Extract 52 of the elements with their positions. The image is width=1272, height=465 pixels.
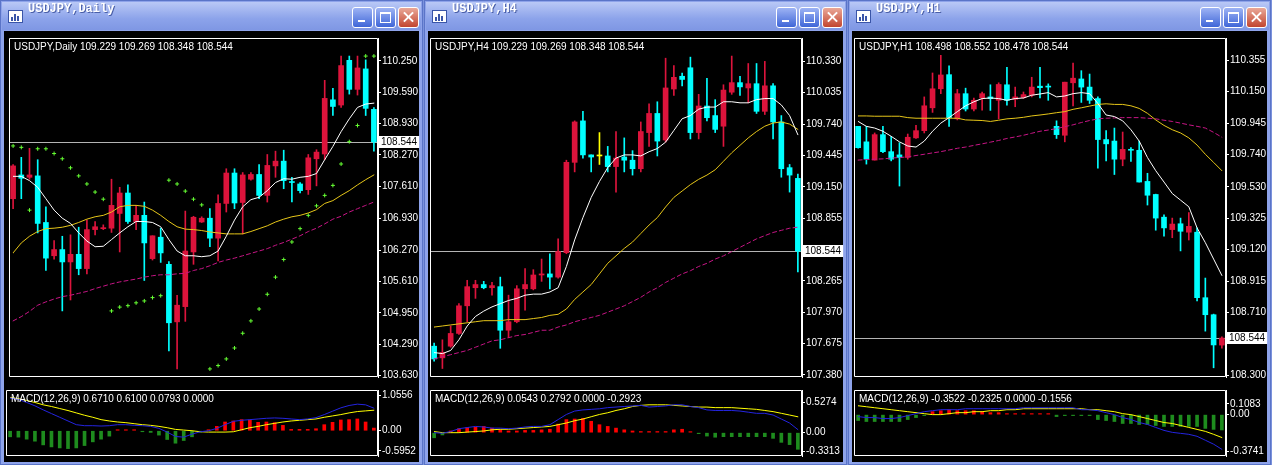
y-tick-label: 109.740 — [806, 117, 843, 129]
annotation: USDJPY,H1 108.498 108.552 108.478 108.544 — [859, 40, 1069, 52]
y-tick-label: 108.265 — [806, 274, 843, 286]
y-tick-label: 106.930 — [382, 212, 419, 224]
y-tick-label: 109.590 — [382, 85, 419, 97]
y-tick-label: 105.610 — [382, 275, 419, 287]
y-tick-label: 108.710 — [1230, 306, 1267, 318]
y-tick-label: 108.300 — [1230, 369, 1267, 381]
y-tick-label: 109.530 — [1230, 180, 1267, 192]
y-tick-label: -0.3313 — [806, 445, 841, 457]
y-tick-label: 109.740 — [1230, 148, 1267, 160]
y-tick-label: 109.120 — [1230, 243, 1267, 255]
ref-line-label: 108.544 — [381, 136, 418, 148]
y-tick-label: 108.855 — [806, 211, 843, 223]
y-tick-label: 109.150 — [806, 180, 843, 192]
y-tick-label: 107.610 — [382, 180, 419, 192]
chart-title: USDJPY,H4 — [452, 2, 517, 16]
y-tick-label: 109.945 — [1230, 116, 1267, 128]
annotation: USDJPY,H4 109.229 109.269 108.348 108.544 — [435, 40, 645, 52]
chart-title: USDJPY,Daily — [28, 2, 115, 16]
y-tick-label: 1.0556 — [382, 388, 414, 400]
chart-title: MACD(12,26,9) 0.6710 0.6100 0.0793 0.0000 — [11, 392, 215, 404]
y-tick-label: 108.930 — [382, 117, 419, 129]
y-tick-label: 103.630 — [382, 369, 419, 381]
y-tick-label: 0.1083 — [1230, 397, 1262, 409]
chart-title: MACD(12,26,9) -0.3522 -0.2325 0.0000 -0.1556 — [859, 392, 1073, 404]
ref-line-label: 108.544 — [805, 245, 842, 257]
y-tick-label: 107.380 — [806, 368, 843, 380]
y-tick-label: -0.5952 — [382, 444, 417, 456]
y-tick-label: 110.250 — [382, 54, 418, 66]
ref-line-label: 108.544 — [1229, 332, 1266, 344]
y-tick-label: 106.270 — [382, 243, 419, 255]
y-tick-label: 110.355 — [1230, 53, 1266, 65]
y-tick-label: 107.675 — [806, 337, 843, 349]
y-tick-label: 109.445 — [806, 149, 843, 161]
y-tick-label: 0.5274 — [806, 396, 838, 408]
y-tick-label: 107.970 — [806, 305, 843, 317]
y-tick-label: 110.330 — [806, 55, 842, 67]
y-tick-label: 110.035 — [806, 86, 842, 98]
y-tick-label: 108.270 — [382, 148, 419, 160]
y-tick-label: 0.00 — [1230, 408, 1250, 420]
y-tick-label: 109.325 — [1230, 211, 1267, 223]
annotation: USDJPY,Daily 109.229 109.269 108.348 108.544 — [14, 40, 234, 52]
y-tick-label: 0.00 — [382, 424, 402, 436]
y-tick-label: 104.290 — [382, 337, 419, 349]
chart-title: MACD(12,26,9) 0.0543 0.2792 0.0000 -0.2923 — [435, 392, 642, 404]
y-tick-label: 110.150 — [1230, 85, 1266, 97]
chart-title: USDJPY,H1 — [876, 2, 941, 16]
y-tick-label: 108.915 — [1230, 274, 1267, 286]
y-tick-label: -0.3741 — [1230, 445, 1265, 457]
y-tick-label: 0.00 — [806, 426, 826, 438]
y-tick-label: 104.950 — [382, 306, 419, 318]
